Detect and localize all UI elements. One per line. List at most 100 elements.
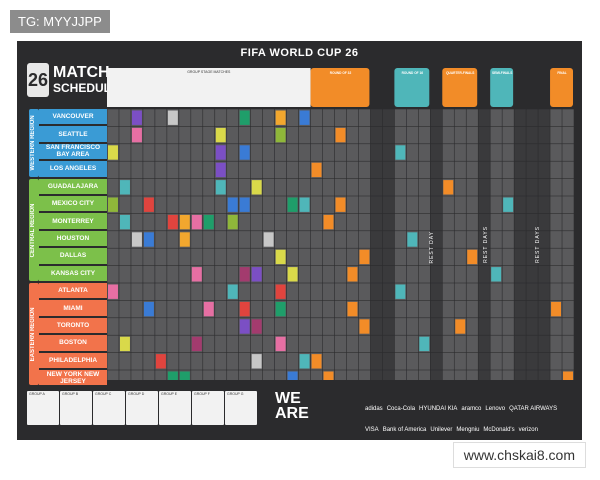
grid-cell (406, 300, 419, 318)
city-label: KANSAS CITY (39, 265, 107, 281)
grid-cell (526, 196, 538, 214)
grid-cell (179, 265, 191, 283)
grid-cell (454, 213, 466, 231)
grid-cell (442, 318, 454, 335)
grid-cell (203, 109, 215, 127)
grid-cell (215, 335, 227, 353)
grid-cell (466, 370, 478, 380)
grid-cell (406, 370, 419, 380)
match-tile (287, 371, 298, 380)
grid-cell (538, 283, 550, 301)
grid-cell (358, 283, 371, 301)
grid-cell (394, 248, 407, 266)
grid-cell (167, 126, 179, 144)
grid-cell (478, 283, 490, 301)
grid-cell (358, 352, 371, 370)
group-stage-label: GROUP STAGE MATCHES (187, 70, 231, 74)
grid-cell (167, 318, 179, 335)
grid-cell (442, 283, 454, 301)
match-tile (191, 214, 202, 230)
grid-cell (179, 352, 191, 370)
grid-cell (227, 352, 239, 370)
grid-cell (442, 265, 454, 283)
group-box: GROUP F (192, 391, 224, 425)
grid-cell (203, 196, 215, 214)
grid-cell (562, 335, 574, 353)
grid-cell (562, 248, 574, 266)
grid-cell (550, 265, 562, 283)
grid-cell (167, 300, 179, 318)
grid-cell (454, 231, 466, 248)
grid-cell (382, 370, 395, 380)
grid-cell (119, 370, 131, 380)
grid-cell (550, 370, 562, 380)
grid-cell (346, 126, 359, 144)
grid-cell (514, 265, 526, 283)
grid-cell (239, 370, 251, 380)
grid-cell (286, 283, 299, 301)
grid-cell (430, 196, 442, 214)
grid-cell (454, 335, 466, 353)
grid-cell (562, 300, 574, 318)
grid-cell (143, 144, 155, 161)
grid-cell (478, 248, 490, 266)
grid-cell (215, 231, 227, 248)
grid-cell (538, 109, 550, 127)
region-bar-1 (29, 178, 39, 281)
grid-cell (143, 213, 155, 231)
grid-cell (346, 196, 359, 214)
grid-cell (502, 109, 514, 127)
grid-cell (538, 144, 550, 161)
stage-label: FINAL (557, 71, 566, 75)
grid-cell (550, 196, 562, 214)
grid-cell (262, 109, 275, 127)
grid-cell (514, 370, 526, 380)
grid-cell (322, 352, 335, 370)
grid-cell (155, 248, 167, 266)
city-label: MIAMI (39, 300, 107, 316)
grid-cell (454, 248, 466, 266)
grid-cell (406, 126, 419, 144)
grid-cell (298, 370, 311, 380)
grid-cell (382, 300, 395, 318)
grid-cell (550, 144, 562, 161)
grid-cell (394, 370, 407, 380)
grid-cell (107, 126, 119, 144)
match-tile (275, 336, 286, 352)
grid-cell (119, 283, 131, 301)
grid-cell (274, 318, 287, 335)
grid-cell (526, 300, 538, 318)
grid-cell (227, 161, 239, 179)
grid-cell (502, 231, 514, 248)
grid-cell (131, 370, 143, 380)
grid-cell (454, 196, 466, 214)
match-tile (251, 180, 262, 195)
grid-cell (394, 352, 407, 370)
logo-26-icon: 26 (27, 63, 49, 97)
grid-cell (334, 283, 347, 301)
grid-cell (215, 300, 227, 318)
grid-cell (382, 196, 395, 214)
group-boxes: GROUP A GROUP B GROUP C GROUP D GROUP E GROUP… (27, 391, 257, 427)
grid-cell (490, 161, 502, 179)
grid-cell (239, 335, 251, 353)
sponsor-logo: Mengniu (456, 427, 480, 433)
sponsor-logo: Lenovo (485, 406, 506, 412)
match-tile (119, 214, 130, 230)
grid-cell (131, 352, 143, 370)
grid-cell (478, 231, 490, 248)
group-box-label: GROUP B (62, 392, 79, 396)
grid-cell (215, 196, 227, 214)
knockout-tile (395, 145, 406, 160)
grid-cell (155, 213, 167, 231)
match-tile (131, 127, 142, 143)
grid-cell (215, 352, 227, 370)
grid-cell (514, 178, 526, 196)
grid-cell (227, 178, 239, 196)
grid-cell (286, 213, 299, 231)
grid-cell (298, 248, 311, 266)
grid-cell (227, 144, 239, 161)
grid-cell (203, 248, 215, 266)
city-label: NEW YORK NEW JERSEY (39, 370, 107, 386)
grid-cell (538, 161, 550, 179)
